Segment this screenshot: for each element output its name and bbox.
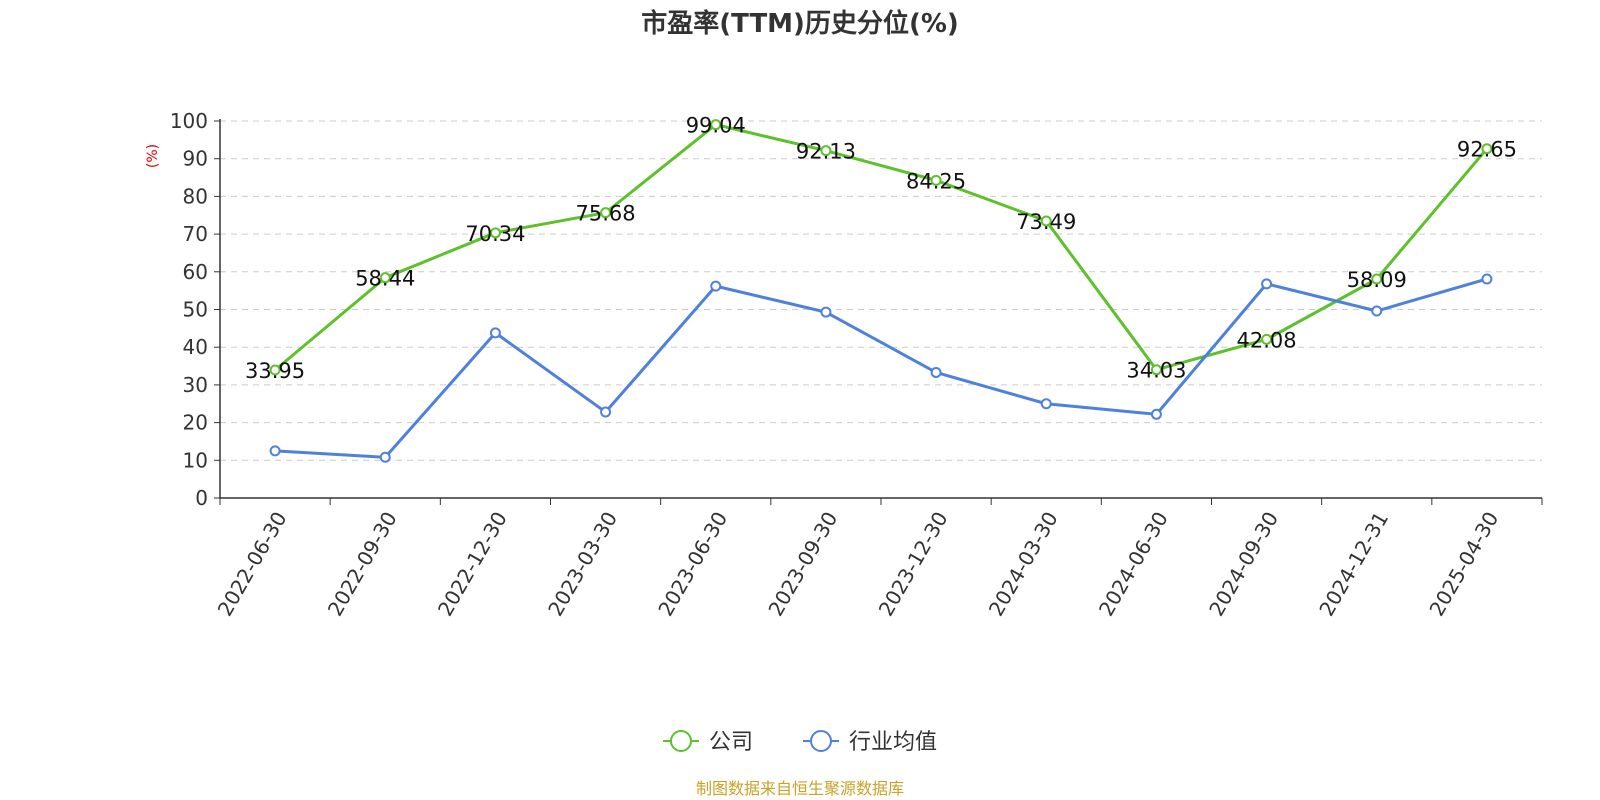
- x-tick-label: 2022-12-30: [433, 507, 512, 620]
- data-label: 92.65: [1457, 138, 1517, 162]
- y-tick-label: 80: [183, 184, 208, 208]
- data-point[interactable]: [1150, 408, 1162, 420]
- x-tick-label: 2024-03-30: [984, 508, 1063, 621]
- data-point[interactable]: [1040, 398, 1052, 410]
- y-tick-label: 10: [183, 448, 208, 472]
- legend-swatch-marker: [810, 730, 832, 752]
- data-point[interactable]: [710, 119, 722, 131]
- data-point[interactable]: [379, 272, 391, 284]
- data-point[interactable]: [1261, 333, 1273, 345]
- data-label: 34.03: [1126, 359, 1186, 383]
- data-point[interactable]: [600, 207, 612, 219]
- data-label: 84.25: [906, 169, 966, 193]
- data-point[interactable]: [269, 445, 281, 457]
- data-point[interactable]: [820, 145, 832, 157]
- grid-lines: [220, 120, 1542, 461]
- data-point[interactable]: [1481, 273, 1493, 285]
- data-point[interactable]: [379, 451, 391, 463]
- x-tick-label: 2025-04-30: [1424, 508, 1503, 621]
- y-tick-label: 60: [183, 260, 208, 284]
- data-point[interactable]: [1481, 143, 1493, 155]
- data-point[interactable]: [600, 406, 612, 418]
- series-line-0: [274, 123, 1489, 372]
- data-label: 70.34: [465, 222, 525, 246]
- data-point[interactable]: [269, 364, 281, 376]
- y-tick-label: 40: [183, 335, 208, 359]
- y-tick-label: 0: [195, 486, 208, 510]
- axes: [214, 119, 1543, 505]
- y-tick-labels: 0 10 20 30 40 50 60 70 80 90 100: [170, 109, 208, 510]
- legend[interactable]: 公司 行业均值: [663, 730, 937, 755]
- y-tick-label: 90: [183, 147, 208, 171]
- chart-title: 市盈率(TTM)历史分位(%): [641, 8, 959, 39]
- data-label: 58.09: [1347, 268, 1407, 292]
- y-tick-label: 30: [183, 373, 208, 397]
- data-labels: 33.95 58.44 70.34 75.68 99.04 92.13 84.25 73.49…: [245, 114, 1517, 383]
- x-tick-label: 2023-12-30: [874, 507, 953, 620]
- data-point[interactable]: [1261, 278, 1273, 290]
- data-point[interactable]: [1150, 364, 1162, 376]
- series-layer: [269, 119, 1493, 463]
- legend-label: 公司: [709, 730, 753, 755]
- data-label: 58.44: [355, 267, 415, 291]
- legend-item-0[interactable]: 公司: [663, 730, 753, 755]
- data-point[interactable]: [710, 280, 722, 292]
- data-point[interactable]: [930, 366, 942, 378]
- data-point[interactable]: [1371, 273, 1383, 285]
- legend-item-1[interactable]: 行业均值: [803, 730, 937, 755]
- y-axis-label: (%): [145, 144, 161, 168]
- data-point[interactable]: [930, 174, 942, 186]
- data-point[interactable]: [820, 306, 832, 318]
- data-label: 99.04: [686, 114, 746, 138]
- data-point[interactable]: [489, 327, 501, 339]
- legend-label: 行业均值: [849, 730, 937, 755]
- x-tick-label: 2024-12-31: [1314, 508, 1393, 621]
- data-label: 42.08: [1237, 328, 1297, 352]
- y-tick-label: 100: [170, 109, 208, 133]
- series-line-1: [274, 277, 1488, 459]
- data-label: 75.68: [576, 202, 636, 226]
- source-note: 制图数据来自恒生聚源数据库: [696, 779, 904, 798]
- x-tick-label: 2024-09-30: [1204, 508, 1283, 621]
- data-label: 33.95: [245, 359, 305, 383]
- legend-swatch-marker: [670, 730, 692, 752]
- x-tick-label: 2023-03-30: [543, 508, 622, 621]
- data-point[interactable]: [1040, 215, 1052, 227]
- y-tick-label: 70: [183, 222, 208, 246]
- x-tick-label: 2024-06-30: [1094, 508, 1173, 621]
- data-label: 73.49: [1016, 210, 1076, 234]
- x-tick-label: 2022-06-30: [213, 508, 292, 621]
- x-tick-labels: 2022-06-30 2022-09-30 2022-12-30 2023-03-30…: [213, 507, 1504, 620]
- y-tick-label: 20: [183, 411, 208, 435]
- x-tick-label: 2023-09-30: [763, 508, 842, 621]
- x-tick-label: 2023-06-30: [653, 508, 732, 621]
- y-tick-label: 50: [183, 298, 208, 322]
- data-point[interactable]: [1371, 305, 1383, 317]
- x-tick-label: 2022-09-30: [323, 508, 402, 621]
- data-label: 92.13: [796, 140, 856, 164]
- data-point[interactable]: [489, 227, 501, 239]
